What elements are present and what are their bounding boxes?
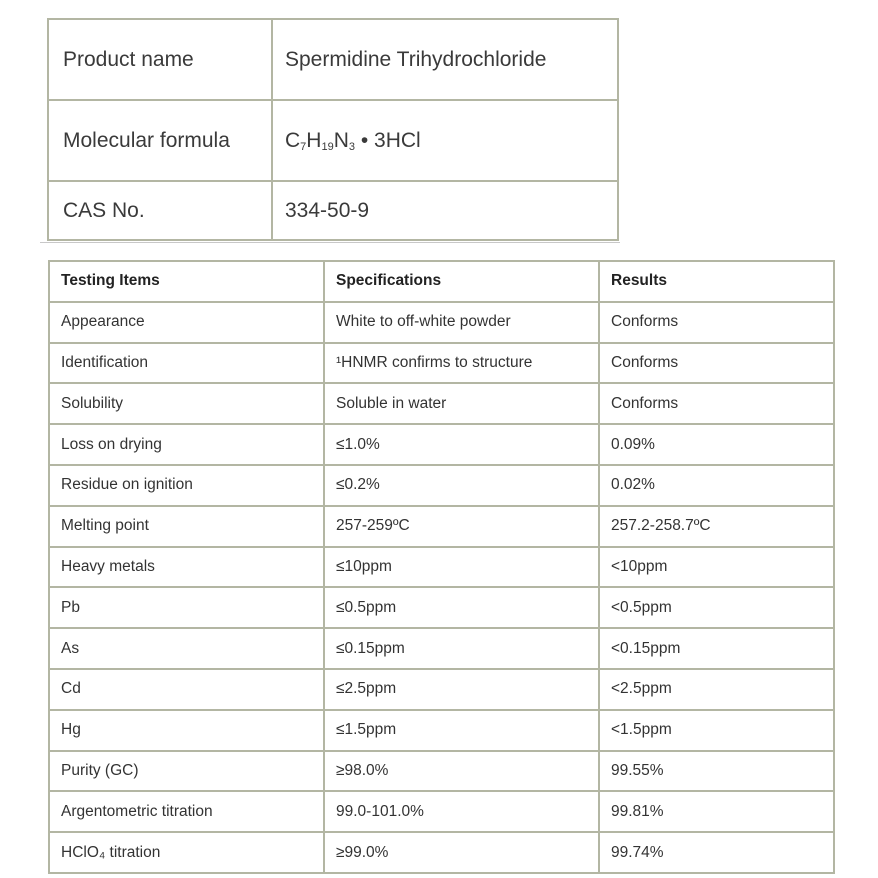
label-cell: Molecular formula — [47, 99, 273, 182]
formula-cell: C7H19N3 • 3HCl — [271, 99, 619, 182]
result-cell: Conforms — [598, 341, 835, 385]
result-cell: <0.5ppm — [598, 586, 835, 630]
table-row: HClO₄ titration ≥99.0% 99.74% — [48, 831, 835, 874]
result-cell: 99.81% — [598, 790, 835, 834]
divider — [40, 242, 620, 243]
result-cell: 0.09% — [598, 423, 835, 466]
table-row: Heavy metals ≤10ppm <10ppm — [48, 545, 835, 589]
formula-part: • 3HCl — [355, 128, 421, 152]
result-cell: Results — [598, 260, 835, 303]
formula-part: H — [306, 128, 322, 152]
item-cell: Residue on ignition — [48, 463, 325, 507]
spec-cell: ≥98.0% — [323, 749, 600, 793]
result-cell: Conforms — [598, 300, 835, 344]
item-cell: Pb — [48, 586, 325, 630]
table-row: Solubility Soluble in water Conforms — [48, 382, 835, 426]
item-cell: Melting point — [48, 504, 325, 548]
table-row: Purity (GC) ≥98.0% 99.55% — [48, 749, 835, 793]
spec-cell: White to off-white powder — [323, 300, 600, 344]
spec-cell: ≥99.0% — [323, 831, 600, 874]
label-cell: Product name — [47, 18, 273, 101]
table-row: Pb ≤0.5ppm <0.5ppm — [48, 586, 835, 630]
table-row: As ≤0.15ppm <0.15ppm — [48, 627, 835, 670]
spec-cell: ¹HNMR confirms to structure — [323, 341, 600, 385]
item-cell: Argentometric titration — [48, 790, 325, 834]
table-row: Loss on drying ≤1.0% 0.09% — [48, 423, 835, 466]
result-cell: Conforms — [598, 382, 835, 426]
table-row: Molecular formula C7H19N3 • 3HCl — [47, 99, 619, 182]
spec-cell: Specifications — [323, 260, 600, 303]
spec-cell: ≤10ppm — [323, 545, 600, 589]
spec-cell: ≤0.2% — [323, 463, 600, 507]
item-cell: Purity (GC) — [48, 749, 325, 793]
item-cell: Identification — [48, 341, 325, 385]
item-cell: Testing Items — [48, 260, 325, 303]
spec-cell: 257-259ºC — [323, 504, 600, 548]
table-row: Cd ≤2.5ppm <2.5ppm — [48, 667, 835, 711]
spec-cell: ≤0.15ppm — [323, 627, 600, 670]
formula-part: N — [333, 128, 349, 152]
item-cell: Loss on drying — [48, 423, 325, 466]
spec-cell: 99.0-101.0% — [323, 790, 600, 834]
item-cell: As — [48, 627, 325, 670]
table-row: Appearance White to off-white powder Confo… — [48, 300, 835, 344]
item-cell: Heavy metals — [48, 545, 325, 589]
formula-part: C — [285, 128, 301, 152]
result-cell: <1.5ppm — [598, 708, 835, 752]
item-cell: HClO₄ titration — [48, 831, 325, 874]
table-row: CAS No. 334-50-9 — [47, 180, 619, 241]
result-cell: 0.02% — [598, 463, 835, 507]
result-cell: <2.5ppm — [598, 667, 835, 711]
test-results-table: Testing Items Specifications Results Appear… — [48, 260, 835, 874]
spec-cell: ≤1.0% — [323, 423, 600, 466]
header-row: Testing Items Specifications Results — [48, 260, 835, 303]
item-cell: Solubility — [48, 382, 325, 426]
spec-cell: ≤1.5ppm — [323, 708, 600, 752]
product-info-table: Product name Spermidine Trihydrochloride… — [47, 18, 619, 241]
formula-sub: 7 — [300, 140, 307, 153]
result-cell: 257.2-258.7ºC — [598, 504, 835, 548]
value-cell: 334-50-9 — [271, 180, 619, 241]
result-cell: 99.74% — [598, 831, 835, 874]
result-cell: <10ppm — [598, 545, 835, 589]
result-cell: 99.55% — [598, 749, 835, 793]
result-cell: <0.15ppm — [598, 627, 835, 670]
table-row: Melting point 257-259ºC 257.2-258.7ºC — [48, 504, 835, 548]
formula-sub: 19 — [321, 140, 334, 153]
item-cell: Cd — [48, 667, 325, 711]
table-row: Argentometric titration 99.0-101.0% 99.81% — [48, 790, 835, 834]
item-cell: Appearance — [48, 300, 325, 344]
item-cell: Hg — [48, 708, 325, 752]
formula-sub: 3 — [348, 140, 356, 153]
table-row: Residue on ignition ≤0.2% 0.02% — [48, 463, 835, 507]
spec-cell: ≤2.5ppm — [323, 667, 600, 711]
table-row: Product name Spermidine Trihydrochloride — [47, 18, 619, 101]
spec-cell: Soluble in water — [323, 382, 600, 426]
value-cell: Spermidine Trihydrochloride — [271, 18, 619, 101]
label-cell: CAS No. — [47, 180, 273, 241]
spec-cell: ≤0.5ppm — [323, 586, 600, 630]
table-row: Identification ¹HNMR confirms to structur… — [48, 341, 835, 385]
table-row: Hg ≤1.5ppm <1.5ppm — [48, 708, 835, 752]
